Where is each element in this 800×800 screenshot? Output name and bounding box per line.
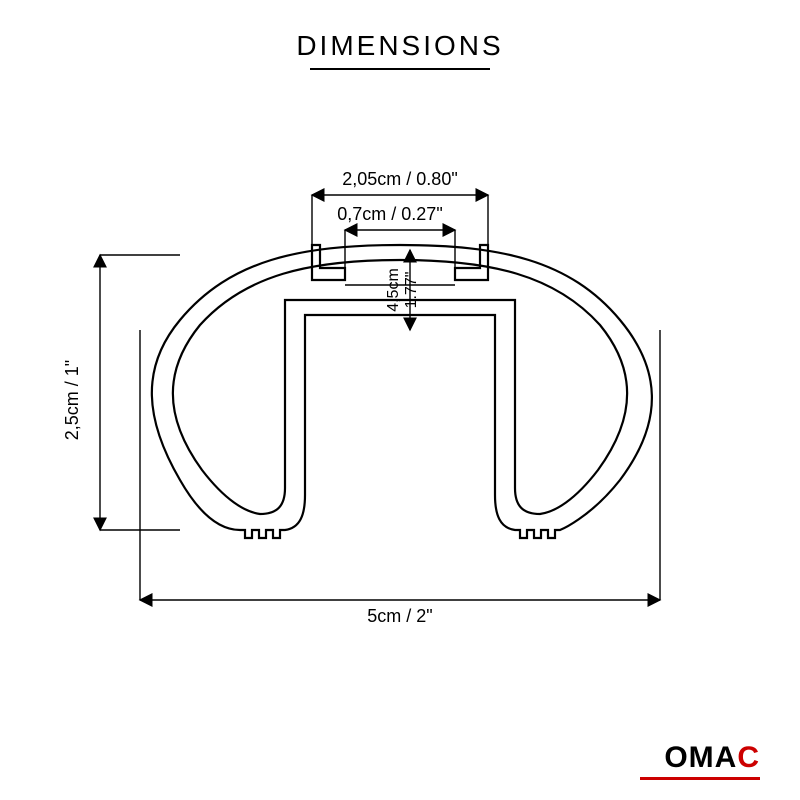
svg-text:2,5cm / 1": 2,5cm / 1" <box>62 360 82 440</box>
logo-letter-o: O <box>664 741 688 775</box>
svg-text:2,05cm / 0.80": 2,05cm / 0.80" <box>342 169 457 189</box>
dimension-drawing: 5cm / 2" 2,5cm / 1" 2,05cm / 0.80" 0,7cm / … <box>0 100 800 660</box>
brand-logo: OMAC <box>664 741 760 775</box>
dimensions-diagram-page: DIMENSIONS 5cm / 2" 2,5cm / 1" 2,05cm / 0.… <box>0 0 800 800</box>
logo-letter-c: C <box>737 741 760 775</box>
page-title: DIMENSIONS <box>0 30 800 62</box>
logo-letter-a: A <box>715 741 738 775</box>
svg-text:1.77": 1.77" <box>403 272 420 309</box>
title-underline <box>310 68 490 70</box>
svg-text:0,7cm / 0.27": 0,7cm / 0.27" <box>337 204 442 224</box>
brand-logo-underline <box>640 777 760 780</box>
svg-text:5cm / 2": 5cm / 2" <box>367 606 432 626</box>
svg-text:4,5cm: 4,5cm <box>385 268 402 312</box>
logo-letter-m: M <box>689 741 715 775</box>
